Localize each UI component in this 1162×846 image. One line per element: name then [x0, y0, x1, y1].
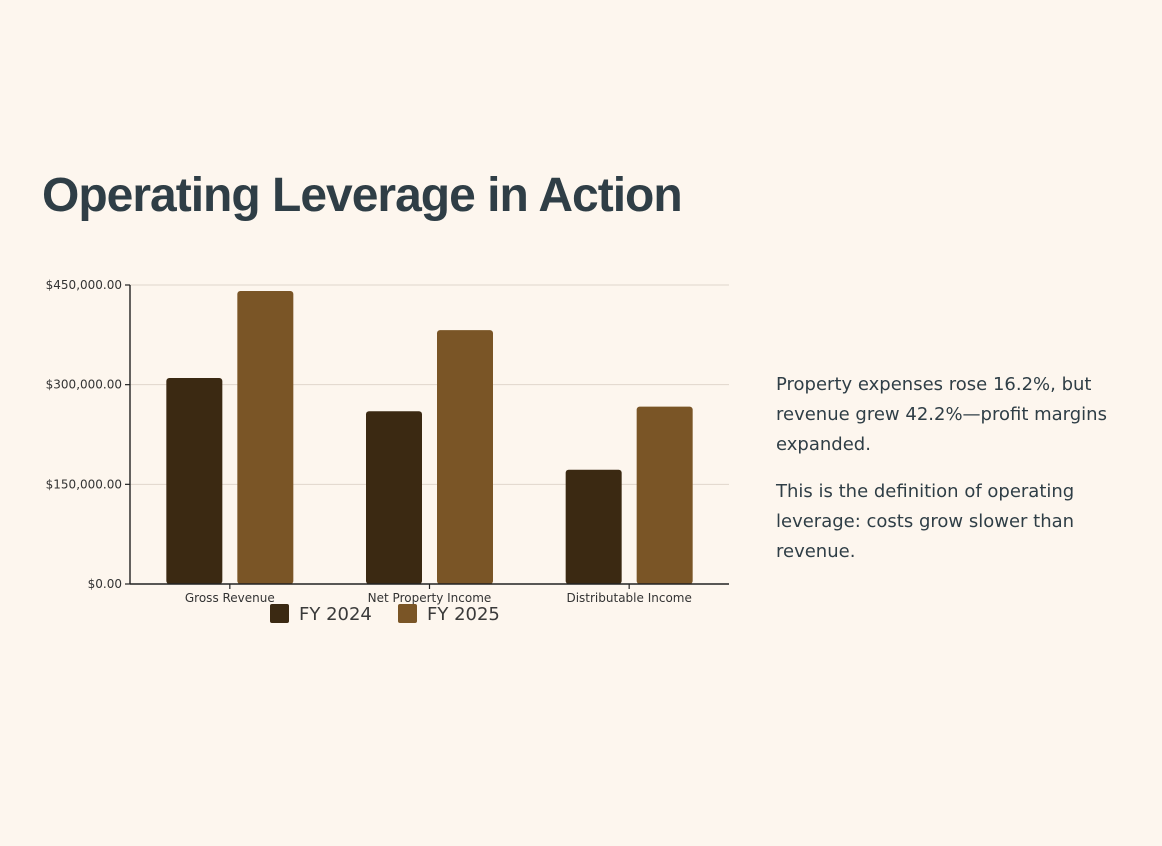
x-tick-label: Distributable Income [566, 591, 691, 605]
note-definition: This is the definition of operating leve… [776, 481, 1075, 562]
notes-panel: Property expenses rose 16.2%, but revenu… [776, 370, 1126, 584]
y-tick-label: $150,000.00 [46, 477, 122, 491]
x-tick-label: Gross Revenue [185, 591, 275, 605]
bar-fy-2025 [636, 406, 693, 584]
bar-chart: $0.00 $150,000.00 $300,000.00 $450,000.00 Gr… [46, 278, 729, 625]
bar-fy-2025 [237, 290, 294, 584]
y-tick-label: $450,000.00 [46, 278, 122, 292]
bar-fy-2025 [437, 330, 493, 584]
bar-fy-2024 [166, 378, 223, 584]
legend-label: FY 2024 [299, 604, 372, 625]
note-expenses: Property expenses rose 16.2%, but revenu… [776, 374, 1107, 455]
bar-fy-2024 [565, 469, 622, 584]
chart-container: $0.00 $150,000.00 $300,000.00 $450,000.00 Gr… [0, 270, 740, 640]
legend-swatch [398, 604, 417, 623]
legend-swatch [270, 604, 289, 623]
page-title: Operating Leverage in Action [42, 169, 683, 222]
bar-fy-2024 [366, 411, 422, 584]
x-tick-label: Net Property Income [368, 591, 492, 605]
legend-label: FY 2025 [427, 604, 500, 625]
y-tick-label: $0.00 [88, 577, 122, 591]
y-tick-label: $300,000.00 [46, 378, 122, 392]
